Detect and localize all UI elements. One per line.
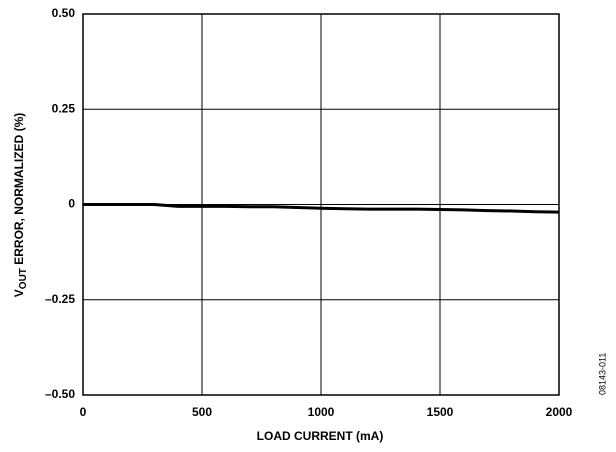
y-tick-label: –0.50 (45, 387, 75, 401)
y-tick-label: 0.50 (52, 6, 76, 20)
y-axis-label: VOUT ERROR, NORMALIZED (%) (12, 113, 28, 297)
x-tick-label: 1500 (427, 405, 454, 419)
y-tick-label: 0 (68, 197, 75, 211)
y-label-main: V (12, 289, 26, 297)
y-tick-label: –0.25 (45, 292, 75, 306)
y-label-rest: ERROR, NORMALIZED (%) (12, 113, 26, 268)
x-tick-label: 0 (80, 405, 87, 419)
x-tick-label: 1000 (308, 405, 335, 419)
figure-id: 08143-011 (597, 353, 607, 395)
x-axis-label: LOAD CURRENT (mA) (257, 429, 384, 443)
data-line (83, 203, 560, 214)
x-tick-label: 2000 (546, 405, 573, 419)
x-tick-label: 500 (192, 405, 212, 419)
y-label-sub: OUT (18, 268, 29, 289)
y-tick-label: 0.25 (52, 101, 76, 115)
